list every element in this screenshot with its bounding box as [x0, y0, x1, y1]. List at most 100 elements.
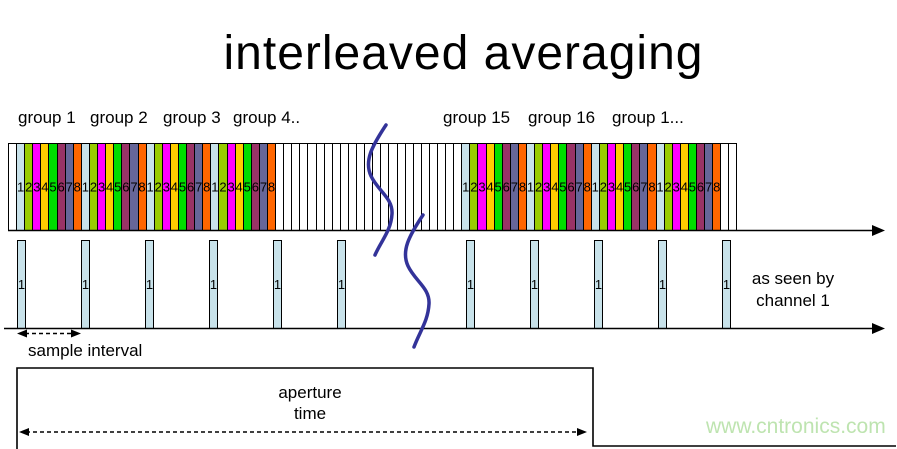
pulse-number: 1 — [337, 277, 346, 292]
group-label: group 2 — [90, 108, 148, 127]
group-label: group 16 — [528, 108, 596, 127]
slot-number: 5 — [688, 179, 697, 195]
group-label: group 3 — [163, 108, 221, 127]
slot-number: 6 — [567, 179, 575, 195]
slot-number: 4 — [235, 179, 243, 195]
slot-number: 1 — [656, 179, 664, 195]
slot-number: 4 — [680, 179, 688, 195]
slot-number: 1 — [146, 179, 154, 195]
slot-number: 5 — [494, 179, 502, 195]
slot-number: 7 — [575, 179, 583, 195]
channel1-sample-pulse: 1 — [81, 240, 90, 329]
sample-interval-label: sample interval — [28, 341, 143, 360]
slot-number: 7 — [510, 179, 518, 195]
slot-number: 5 — [559, 179, 567, 195]
slot-number: 3 — [227, 179, 235, 195]
channel1-sample-pulse: 1 — [594, 240, 603, 329]
slot-number: 2 — [470, 179, 478, 195]
slot-number: 2 — [219, 179, 227, 195]
slot-number: 8 — [648, 179, 656, 195]
pulse-number: 1 — [658, 277, 667, 292]
pulse-number: 1 — [273, 277, 282, 292]
pulse-number: 1 — [145, 277, 154, 292]
slot-number: 8 — [713, 179, 721, 195]
group-labels: group 1 group 2 group 3 group 4.. group 15 gr… — [0, 108, 897, 132]
slot-number: 3 — [478, 179, 486, 195]
slot-number: 2 — [25, 179, 33, 195]
as-seen-by-channel1-label: as seen by channel 1 — [728, 268, 858, 312]
slot-number: 1 — [462, 179, 470, 195]
channel1-sample-pulse: 1 — [337, 240, 346, 329]
group-label: group 4.. — [233, 108, 301, 127]
as-seen-by-line1: as seen by — [751, 269, 835, 288]
watermark: www.cntronics.com — [706, 415, 886, 438]
slot-number: 1 — [211, 179, 219, 195]
channel1-sample-pulse: 1 — [273, 240, 282, 329]
aperture-time-label: aperture time — [250, 382, 370, 424]
slot-number: 2 — [154, 179, 162, 195]
slot-number: 6 — [251, 179, 259, 195]
slot-number: 7 — [704, 179, 713, 195]
slot-number: 7 — [65, 179, 73, 195]
slot-number: 5 — [178, 179, 187, 195]
channel1-sample-pulse: 1 — [209, 240, 218, 329]
group-label: group 1... — [612, 108, 684, 127]
channel1-sample-pulse: 1 — [145, 240, 154, 329]
slot-number: 5 — [243, 179, 251, 195]
channel1-sample-pulse: 1 — [17, 240, 26, 329]
pulse-number: 1 — [466, 277, 475, 292]
slot-number: 6 — [632, 179, 640, 195]
channel1-sample-pulse: 1 — [658, 240, 667, 329]
slot-number: 7 — [130, 179, 138, 195]
slot-number: 3 — [607, 179, 616, 195]
slot-number: 3 — [543, 179, 551, 195]
slot-number: 4 — [106, 179, 114, 195]
slot-number: 5 — [49, 179, 57, 195]
slot-number: 3 — [672, 179, 680, 195]
slot-number: 6 — [696, 179, 705, 195]
slot-number: 2 — [535, 179, 543, 195]
slot-number: 7 — [259, 179, 268, 195]
slot-number: 4 — [486, 179, 494, 195]
slot-number: 1 — [81, 179, 90, 195]
slot-number: 8 — [203, 179, 211, 195]
channel1-sample-pulse: 1 — [466, 240, 475, 329]
aperture-line1: aperture — [278, 383, 342, 402]
slot-number: 3 — [162, 179, 170, 195]
pulse-number: 1 — [530, 277, 539, 292]
slot-number: 1 — [591, 179, 599, 195]
slot-number: 6 — [502, 179, 510, 195]
slot-number: 5 — [624, 179, 632, 195]
slot-number: 4 — [41, 179, 49, 195]
slot-number: 6 — [57, 179, 65, 195]
page-title: interleaved averaging — [223, 27, 704, 80]
slot-number: 2 — [664, 179, 672, 195]
as-seen-by-line2: channel 1 — [756, 291, 830, 310]
slot-number: 7 — [640, 179, 648, 195]
slot-number: 2 — [599, 179, 608, 195]
pulse-number: 1 — [594, 277, 603, 292]
slot-number: 4 — [551, 179, 559, 195]
group-label: group 1 — [18, 108, 76, 127]
pulse-number: 1 — [722, 277, 731, 292]
slot-number: 6 — [122, 179, 130, 195]
slot-number: 6 — [186, 179, 195, 195]
slot-number: 8 — [73, 179, 81, 195]
pulse-number: 1 — [209, 277, 218, 292]
group-label: group 15 — [443, 108, 511, 127]
slot-number: 4 — [615, 179, 624, 195]
slot-number: 7 — [195, 179, 203, 195]
slot-number: 8 — [138, 179, 146, 195]
slot-number: 3 — [97, 179, 106, 195]
slot-number: 8 — [583, 179, 591, 195]
channel1-sample-pulse: 1 — [530, 240, 539, 329]
aperture-line2: time — [293, 404, 327, 423]
slot-number: 8 — [518, 179, 527, 195]
slot-number: 1 — [526, 179, 535, 195]
slot-number: 5 — [114, 179, 122, 195]
slot-number: 2 — [89, 179, 98, 195]
slot-number: 4 — [170, 179, 179, 195]
slot-number: 8 — [267, 179, 276, 195]
